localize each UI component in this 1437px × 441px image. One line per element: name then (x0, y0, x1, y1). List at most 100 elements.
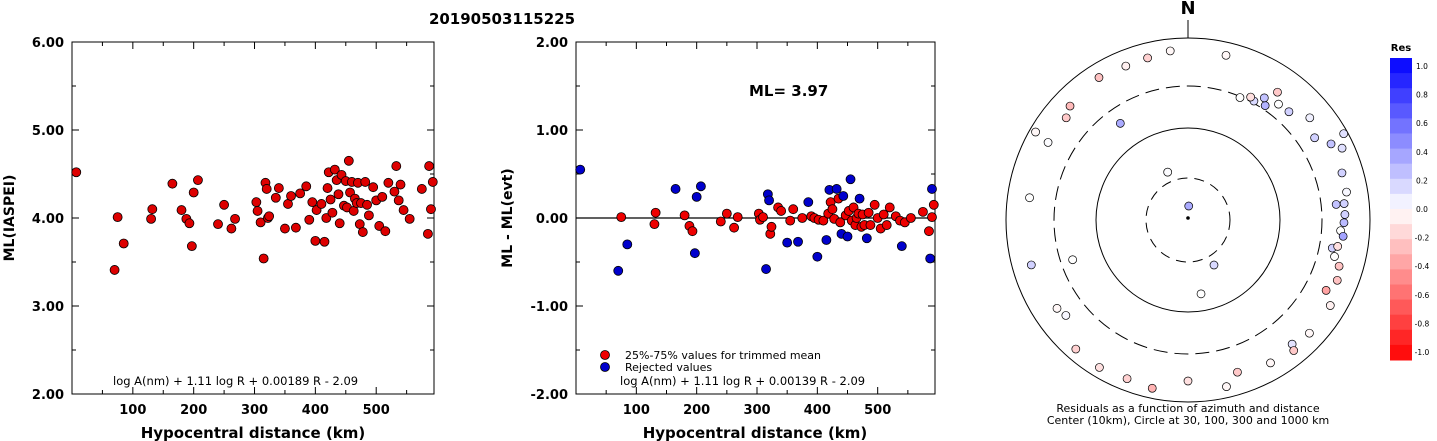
data-point (695, 181, 706, 192)
y-tick-label: 5.00 (32, 124, 64, 139)
data-point (118, 238, 129, 249)
data-point (273, 183, 284, 193)
data-point (905, 213, 916, 223)
data-point (827, 204, 838, 215)
y-tick-label: 6.00 (32, 36, 64, 51)
colorbar-ticks: 1.0 0.8 0.6 0.4 0.2 0.0 -0.2 -0.4 -0.6 -0.8 -1.0 (1415, 62, 1430, 357)
data-point (176, 205, 187, 215)
data-point (689, 248, 700, 259)
data-point (426, 204, 436, 215)
x-tick-label: 500 (864, 403, 891, 418)
data-points (71, 155, 438, 275)
colorbar-tick-label: 0.2 (1416, 176, 1428, 185)
data-point (721, 208, 732, 219)
north-label: N (1180, 0, 1195, 19)
data-point (613, 265, 624, 276)
x-axis-title: Hypocentral distance (km) (643, 424, 868, 441)
colorbar-tick-label: 0.8 (1416, 91, 1428, 100)
colorbar-band (1390, 133, 1412, 150)
colorbar-band (1390, 178, 1412, 195)
data-point (219, 199, 230, 210)
data-point (821, 235, 832, 245)
data-point (616, 212, 627, 223)
data-point (186, 241, 197, 252)
data-point (729, 222, 739, 233)
x-tick-label: 400 (302, 403, 329, 418)
x-axis-title: Hypocentral distance (km) (141, 424, 366, 441)
data-point (925, 253, 936, 264)
data-point (928, 199, 939, 210)
data-point (918, 206, 928, 217)
station-marker (1165, 46, 1175, 56)
ring-300km (1053, 85, 1323, 355)
data-point (869, 199, 880, 210)
y-axis-title: ML - ML(evt) (500, 168, 516, 267)
data-point (147, 204, 158, 215)
data-point (329, 164, 340, 175)
data-point (357, 227, 368, 237)
data-point (325, 194, 336, 205)
data-point (691, 191, 702, 202)
station-marker (1071, 344, 1081, 354)
data-point (167, 178, 178, 189)
station-marker (1221, 50, 1231, 60)
station-marker (1184, 201, 1194, 211)
legend-label-trimmed: 25%-75% values for trimmed mean (625, 349, 821, 362)
data-point (270, 192, 281, 203)
colorbar-band (1390, 344, 1412, 361)
colorbar-band (1390, 314, 1412, 331)
station-marker (1043, 138, 1053, 147)
data-point (184, 218, 195, 229)
panel-polar-residuals: N Residuals as a function of azimuth and… (1005, 0, 1371, 427)
data-point (404, 213, 415, 224)
y-tick-label: 2.00 (32, 388, 64, 403)
data-point (861, 233, 872, 244)
data-point (310, 235, 321, 246)
station-marker (1338, 231, 1348, 241)
colorbar-tick-label: -0.2 (1415, 234, 1430, 243)
data-point (782, 237, 793, 248)
ring-100km (1095, 127, 1281, 313)
data-point (395, 179, 406, 190)
colorbar-tick-label: -1.0 (1415, 348, 1430, 357)
data-point (362, 199, 372, 210)
data-point (622, 239, 633, 250)
data-point (261, 184, 272, 194)
ml-value-label: ML= 3.97 (749, 82, 828, 100)
station-marker (1260, 101, 1270, 110)
polar-caption-line2: Center (10km), Circle at 30, 100, 300 an… (1047, 414, 1329, 427)
station-marker (1094, 73, 1104, 82)
station-marker (1289, 346, 1299, 355)
station-marker (1121, 61, 1131, 71)
data-point (766, 221, 777, 232)
plot-frame (71, 41, 435, 395)
data-point (732, 212, 743, 223)
legend-marker-trimmed (600, 350, 610, 360)
data-point (758, 212, 768, 223)
station-marker (1235, 93, 1245, 102)
data-point (924, 226, 934, 237)
data-point (188, 187, 199, 198)
x-tick-label: 200 (180, 403, 207, 418)
data-point (878, 209, 889, 220)
data-point (286, 191, 296, 201)
data-point (364, 210, 374, 221)
x-tick-label: 400 (804, 403, 831, 418)
panel-ml-vs-distance: 2.00 3.00 4.00 5.00 6.00 100 200 300 400 500 log… (2, 36, 438, 441)
data-point (334, 218, 345, 229)
data-point (213, 219, 223, 230)
x-tick-label: 500 (363, 403, 390, 418)
station-marker (1337, 168, 1347, 178)
data-point (842, 231, 853, 242)
data-point (295, 188, 306, 199)
data-point (776, 206, 787, 216)
colorbar-band (1390, 148, 1412, 165)
data-point (252, 206, 263, 216)
data-point (280, 223, 290, 234)
data-point (803, 197, 814, 208)
station-marker (1246, 92, 1256, 102)
colorbar-band (1390, 88, 1412, 104)
y-axis-title: ML(IASPEI) (2, 175, 18, 262)
data-point (304, 214, 315, 225)
